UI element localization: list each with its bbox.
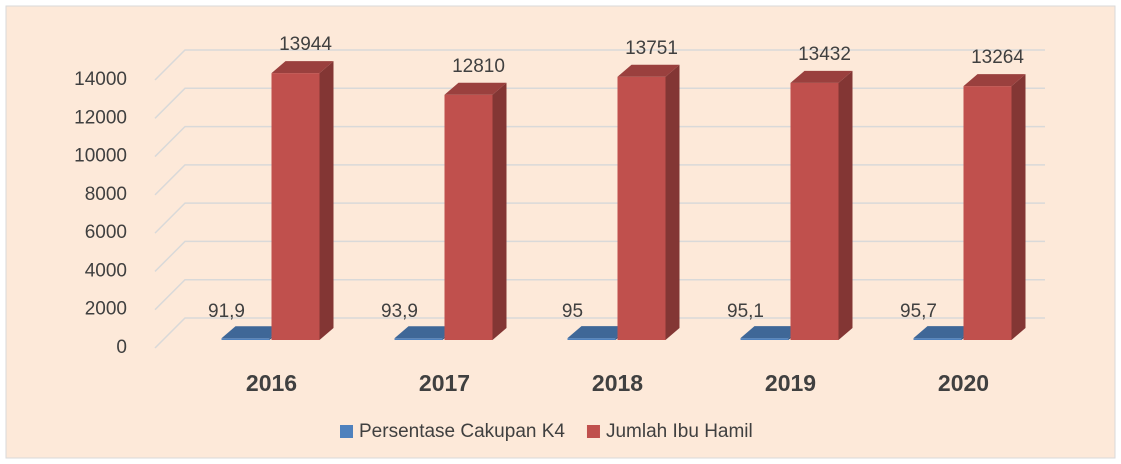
bar-front bbox=[790, 82, 839, 341]
bar-front bbox=[271, 73, 320, 341]
grid-line bbox=[154, 278, 1045, 311]
data-label: 91,9 bbox=[208, 301, 245, 322]
data-label: 95,1 bbox=[727, 301, 764, 322]
data-label: 93,9 bbox=[381, 301, 418, 322]
legend-label: Jumlah Ibu Hamil bbox=[606, 421, 753, 442]
grid-line bbox=[154, 125, 1045, 158]
bar-front bbox=[740, 338, 789, 340]
bar bbox=[617, 64, 680, 340]
x-tick-label: 2019 bbox=[765, 370, 816, 396]
data-label: 12810 bbox=[452, 56, 505, 77]
x-tick-label: 2018 bbox=[592, 370, 643, 396]
bar bbox=[963, 74, 1026, 340]
bar bbox=[790, 70, 853, 341]
bar-front bbox=[444, 94, 493, 340]
grid-line bbox=[154, 240, 1045, 272]
bar-top bbox=[567, 326, 630, 339]
y-tick-label: 2000 bbox=[85, 299, 127, 320]
y-tick-label: 0 bbox=[116, 337, 127, 358]
y-tick-label: 6000 bbox=[85, 222, 127, 243]
bar-top bbox=[394, 326, 457, 339]
bar-top bbox=[617, 64, 680, 77]
grid-line bbox=[154, 317, 1045, 349]
bar-top bbox=[740, 326, 803, 339]
data-label: 13944 bbox=[279, 34, 332, 55]
bar-top bbox=[790, 70, 853, 83]
bar-front bbox=[394, 338, 443, 340]
bar-side bbox=[838, 70, 853, 341]
x-tick-label: 2020 bbox=[938, 370, 989, 396]
bar-side bbox=[665, 64, 680, 340]
data-label: 13432 bbox=[798, 44, 851, 65]
x-tick-label: 2016 bbox=[246, 370, 297, 396]
grid-line bbox=[154, 202, 1045, 234]
bar-top bbox=[221, 326, 284, 339]
bar bbox=[444, 82, 507, 340]
data-label: 13264 bbox=[971, 47, 1024, 68]
grid-line bbox=[154, 87, 1045, 119]
bar-side bbox=[492, 82, 507, 340]
bar-top bbox=[913, 326, 976, 339]
legend-label: Persentase Cakupan K4 bbox=[359, 421, 565, 442]
legend-swatch bbox=[586, 425, 600, 438]
bar-front bbox=[963, 86, 1012, 340]
x-tick-label: 2017 bbox=[419, 370, 470, 396]
chart-background bbox=[5, 5, 1116, 459]
grid-line bbox=[154, 164, 1045, 196]
legend-swatch bbox=[340, 425, 353, 438]
bar-top bbox=[444, 82, 507, 95]
y-tick-label: 4000 bbox=[85, 260, 127, 281]
bar-side bbox=[319, 61, 334, 341]
data-label: 95,7 bbox=[900, 301, 937, 322]
bar-front bbox=[221, 338, 270, 340]
grid-line bbox=[154, 49, 1045, 81]
bar-top bbox=[963, 74, 1026, 87]
bar-side bbox=[1011, 74, 1026, 340]
bar-front bbox=[567, 338, 616, 340]
y-tick-label: 8000 bbox=[85, 184, 127, 205]
bar-front bbox=[913, 338, 962, 340]
bar-front bbox=[617, 76, 666, 340]
data-label: 95 bbox=[562, 301, 583, 322]
bar-top bbox=[271, 61, 334, 74]
y-tick-label: 12000 bbox=[74, 107, 127, 128]
data-label: 13751 bbox=[625, 38, 678, 59]
y-tick-label: 10000 bbox=[74, 146, 127, 167]
y-tick-label: 14000 bbox=[74, 69, 127, 90]
bar bbox=[271, 61, 334, 341]
